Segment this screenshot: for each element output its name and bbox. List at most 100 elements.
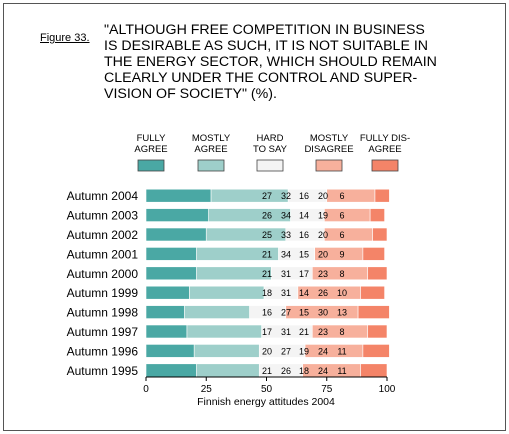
value-label: 20: [318, 230, 328, 240]
x-tick-label: 75: [321, 384, 333, 395]
category-label: Autumn 1995: [67, 364, 139, 378]
value-label: 20: [262, 346, 272, 356]
legend-label: TO SAY: [253, 144, 288, 155]
bar-segment: [186, 324, 262, 339]
x-tick-label: 25: [201, 384, 213, 395]
value-label: 33: [281, 230, 291, 240]
legend-swatch: [197, 159, 225, 172]
figure-label: Figure 33.: [40, 32, 90, 44]
bar-segment: [210, 188, 289, 203]
x-axis-label: Finnish energy attitudes 2004: [197, 396, 335, 408]
bar-segment: [324, 227, 373, 242]
bar-segment: [360, 285, 385, 300]
value-label: 16: [262, 308, 272, 318]
category-label: Autumn 1999: [67, 286, 139, 300]
value-label: 9: [339, 249, 344, 259]
value-label: 19: [318, 211, 328, 221]
value-label: 25: [262, 230, 272, 240]
bar-segment: [369, 208, 385, 222]
value-label: 27: [262, 191, 272, 201]
bar-segment: [304, 344, 364, 358]
bar-segment: [372, 227, 388, 242]
bar-segment: [367, 266, 388, 281]
value-label: 23: [318, 327, 328, 337]
bar-segment: [189, 285, 265, 300]
value-label: 20: [318, 191, 328, 201]
bar-segment: [145, 208, 209, 222]
value-label: 21: [262, 249, 272, 259]
value-label: 17: [262, 327, 272, 337]
category-label: Autumn 1996: [67, 344, 139, 358]
value-label: 15: [299, 249, 309, 259]
bar-segment: [145, 305, 185, 319]
bar-segment: [145, 188, 212, 203]
value-label: 30: [318, 308, 328, 318]
x-tick-label: 100: [379, 384, 396, 395]
bar-segment: [145, 227, 207, 242]
legend-label: HARD: [257, 133, 284, 144]
bar-segment: [357, 305, 390, 319]
value-label: 20: [318, 249, 328, 259]
value-label: 24: [318, 346, 328, 356]
value-label: 14: [299, 288, 309, 298]
value-label: 6: [339, 191, 344, 201]
bar-segment: [193, 344, 260, 358]
value-label: 24: [318, 366, 328, 376]
bar-segment: [205, 227, 287, 242]
legend-label: AGREE: [134, 144, 167, 155]
value-labels-group: Autumn 2004 27 32 16 20 6 Autumn 2003 26 34 14 19 6…: [67, 189, 347, 378]
category-label: Autumn 2000: [67, 267, 139, 281]
value-label: 26: [318, 288, 328, 298]
value-label: 26: [281, 366, 291, 376]
value-label: 27: [281, 346, 291, 356]
value-label: 31: [281, 327, 291, 337]
category-label: Autumn 1997: [67, 325, 139, 339]
bars-group: [145, 188, 390, 378]
value-label: 11: [337, 346, 346, 356]
legend-label: FULLY: [137, 133, 167, 144]
bar-segment: [360, 363, 388, 378]
category-label: Autumn 2002: [67, 228, 139, 242]
value-label: 16: [299, 230, 309, 240]
legend-swatch: [256, 159, 284, 172]
bar-segment: [145, 324, 188, 339]
value-label: 32: [281, 191, 291, 201]
legend-label: MOSTLY: [192, 133, 231, 144]
category-label: Autumn 1998: [67, 306, 139, 320]
value-label: 8: [339, 269, 344, 279]
bar-segment: [196, 266, 272, 281]
value-label: 31: [281, 269, 291, 279]
value-label: 6: [339, 211, 344, 221]
value-label: 11: [337, 366, 346, 376]
bar-segment: [326, 188, 376, 203]
bar-segment: [302, 363, 361, 378]
legend-label: FULLY DIS-: [360, 133, 410, 144]
x-tick-label: 50: [261, 384, 273, 395]
legend-label: DISAGREE: [304, 144, 353, 155]
value-label: 19: [299, 346, 309, 356]
bar-segment: [145, 266, 197, 281]
value-label: 18: [299, 366, 309, 376]
bar-segment: [184, 305, 250, 319]
category-label: Autumn 2001: [67, 247, 139, 261]
bar-segment: [374, 188, 390, 203]
value-label: 18: [262, 288, 272, 298]
bar-segment: [367, 324, 388, 339]
legend-swatch: [371, 159, 399, 172]
x-tick-label: 0: [143, 384, 149, 395]
value-label: 31: [281, 288, 291, 298]
value-label: 21: [299, 327, 309, 337]
value-label: 23: [318, 269, 328, 279]
value-label: 14: [299, 211, 309, 221]
bar-segment: [145, 247, 197, 261]
value-label: 6: [339, 230, 344, 240]
value-label: 27: [281, 308, 291, 318]
bar-segment: [196, 363, 260, 378]
value-label: 26: [262, 211, 272, 221]
value-label: 34: [281, 249, 291, 259]
bar-segment: [208, 208, 291, 222]
value-label: 8: [339, 327, 344, 337]
value-label: 21: [262, 366, 272, 376]
bar-segment: [145, 344, 195, 358]
